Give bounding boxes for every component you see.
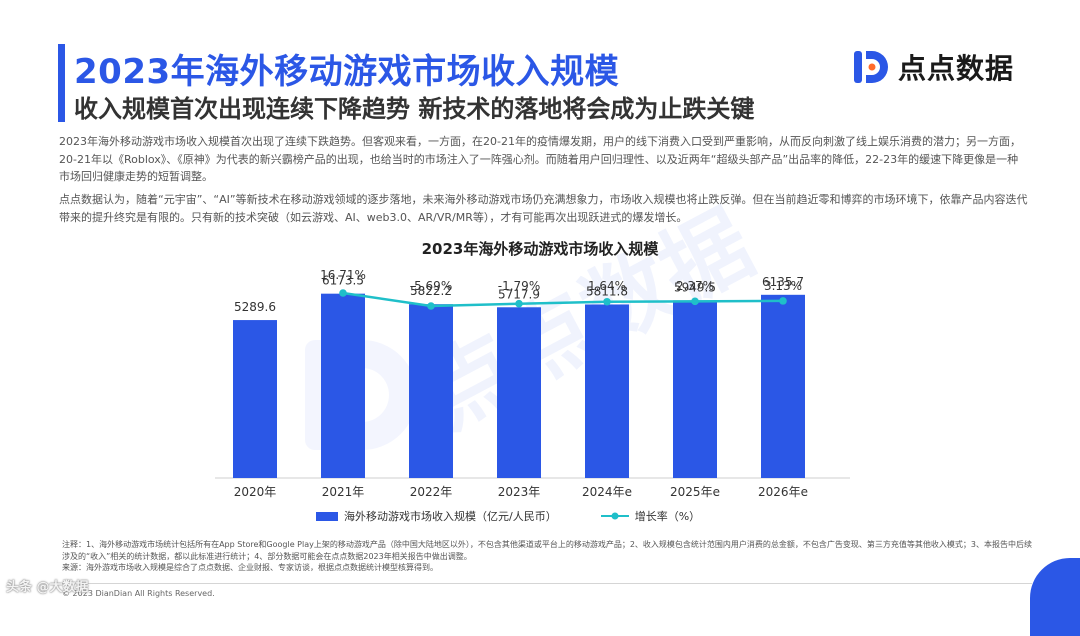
growth-point-3 — [515, 299, 523, 308]
chart: 5289.6 6173.5 5822.2 5717.9 5811.8 5949.5 6135… — [215, 268, 850, 499]
x-tick-label-2: 2022年 — [410, 485, 453, 499]
growth-label-1: 16.71% — [320, 268, 366, 282]
growth-label-6: 3.13% — [764, 279, 802, 293]
bar-5 — [673, 300, 717, 478]
bar-1 — [321, 293, 365, 478]
footnote: 注释：1、海外移动游戏市场统计包括所有在App Store和Google Pla… — [62, 539, 1037, 574]
growth-point-5 — [691, 297, 699, 306]
page-subtitle: 收入规模首次出现连续下降趋势 新技术的落地将会成为止跌关键 — [74, 95, 755, 123]
growth-point-2 — [427, 302, 435, 310]
legend-item-revenue: 海外移动游戏市场收入规模（亿元/人民币） — [316, 508, 557, 524]
growth-point-4 — [603, 297, 611, 306]
growth-label-2: -5.69% — [410, 279, 452, 293]
legend-swatch-line — [600, 512, 629, 520]
source-text: 来源：海外游戏市场收入规模是综合了点点数据、企业财报、专家访谈，根据点点数据统计… — [62, 563, 438, 572]
bar-value-label-0: 5289.6 — [234, 300, 276, 314]
x-tick-label-0: 2020年 — [234, 485, 277, 499]
body-paragraph-1: 2023年海外移动游戏市场收入规模首次出现了连续下跌趋势。但客观来看，一方面，在… — [59, 135, 1021, 183]
legend-swatch-bar — [316, 511, 338, 521]
bar-2 — [409, 304, 453, 478]
footnote-text: 注释：1、海外移动游戏市场统计包括所有在App Store和Google Pla… — [62, 540, 1033, 561]
bar-value-label-2: 5822.2 — [410, 284, 452, 298]
growth-label-3: -1.79% — [498, 279, 540, 293]
logo-text: 点点数据 — [898, 52, 1015, 85]
bar-value-label-4: 5811.8 — [586, 284, 628, 298]
growth-label-5: 2.37% — [676, 279, 714, 293]
bar-value-label-6: 6135.7 — [762, 275, 804, 289]
bar-4 — [585, 304, 629, 478]
bar-6 — [761, 294, 805, 478]
growth-rate-line — [342, 291, 784, 308]
x-tick-label-6: 2026年e — [758, 485, 808, 499]
brand-logo: 点点数据 — [852, 46, 1014, 88]
title-accent-bar — [58, 44, 65, 122]
copyright-text: © 2023 DianDian All Rights Reserved. — [62, 589, 215, 598]
x-tick-label-4: 2024年e — [582, 485, 632, 499]
x-tick-label-1: 2021年 — [322, 485, 365, 499]
footer-divider — [62, 583, 1032, 584]
bar-value-label-5: 5949.5 — [674, 280, 716, 294]
x-tick-label-3: 2023年 — [498, 485, 541, 499]
toutiao-watermark: 头条 @大数据 — [6, 580, 89, 595]
legend-label-revenue: 海外移动游戏市场收入规模（亿元/人民币） — [344, 510, 557, 523]
chart-title: 2023年海外移动游戏市场收入规模 — [421, 240, 659, 258]
chart-legend: 海外移动游戏市场收入规模（亿元/人民币） 增长率（%） — [316, 508, 700, 524]
growth-point-1 — [339, 289, 347, 297]
growth-point-6 — [779, 297, 787, 305]
bar-0 — [233, 320, 277, 478]
body-paragraph-2: 点点数据认为，随着“元宇宙”、“AI”等新技术在移动游戏领域的逐步落地，未来海外… — [59, 193, 1028, 224]
diandian-logo-icon — [854, 51, 888, 83]
x-tick-label-5: 2025年e — [670, 485, 720, 499]
growth-label-4: 1.64% — [588, 279, 626, 293]
bar-3 — [497, 307, 541, 478]
legend-item-growth: 增长率（%） — [600, 508, 701, 524]
bar-value-label-1: 6173.5 — [322, 274, 364, 288]
page-title: 2023年海外移动游戏市场收入规模 — [74, 52, 620, 92]
bar-value-label-3: 5717.9 — [498, 287, 540, 301]
legend-label-growth: 增长率（%） — [634, 510, 701, 523]
